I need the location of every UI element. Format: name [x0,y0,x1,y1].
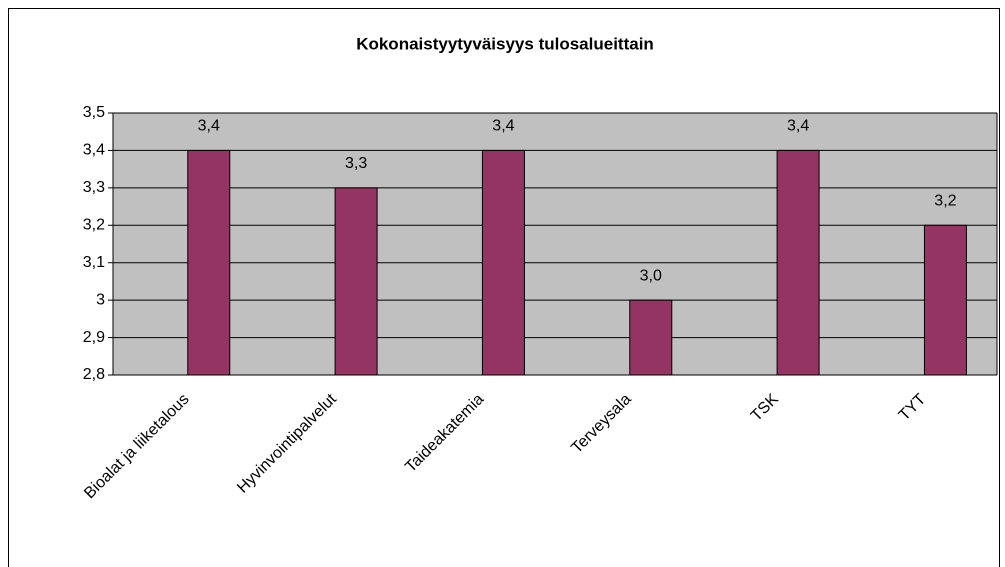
y-tick-label: 3,4 [83,142,105,159]
y-tick-label: 3 [96,291,105,308]
y-tick-label: 3,1 [83,254,105,271]
data-label: 3,4 [787,118,809,135]
data-label: 3,4 [492,118,514,135]
data-label: 3,0 [640,267,662,284]
bar [187,149,231,376]
y-tick-label: 2,9 [83,329,105,346]
y-tick-label: 3,2 [83,217,105,234]
bar [481,149,525,376]
data-label: 3,3 [345,155,367,172]
bar [334,187,378,376]
bar [776,149,820,376]
plot-area [113,113,997,375]
data-label: 3,2 [934,193,956,210]
bar [629,299,673,376]
chart-title: Kokonaistyytyväisyys tulosalueittain [356,34,654,53]
y-tick-label: 2,8 [83,366,105,383]
y-tick-label: 3,5 [83,104,105,121]
y-tick-label: 3,3 [83,179,105,196]
data-label: 3,4 [198,118,220,135]
bar [923,224,967,376]
